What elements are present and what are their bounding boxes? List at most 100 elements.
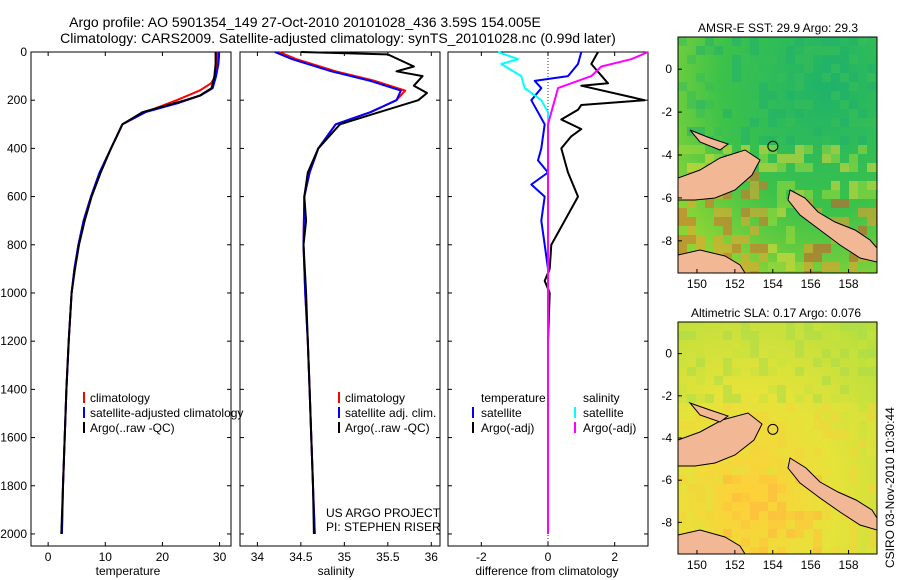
- heatmap-cell: [768, 520, 777, 529]
- heatmap-cell: [678, 511, 687, 520]
- heatmap-cell: [849, 82, 858, 91]
- heatmap-cell: [759, 91, 768, 100]
- heatmap-cell: [840, 349, 849, 358]
- heatmap-cell: [705, 199, 714, 208]
- heatmap-cell: [732, 475, 741, 484]
- legend-label-temp-argo: Argo(-adj): [481, 421, 534, 435]
- heatmap-cell: [795, 340, 804, 349]
- heatmap-cell: [777, 262, 786, 271]
- heatmap-cell: [795, 37, 804, 46]
- heatmap-cell: [759, 394, 768, 403]
- heatmap-cell: [849, 475, 858, 484]
- sst-landmass-south: [678, 249, 746, 273]
- heatmap-cell: [867, 64, 876, 73]
- heatmap-cell: [741, 466, 750, 475]
- heatmap-cell: [714, 376, 723, 385]
- heatmap-cell: [867, 208, 876, 217]
- heatmap-cell: [759, 136, 768, 145]
- heatmap-cell: [849, 403, 858, 412]
- heatmap-cell: [750, 64, 759, 73]
- heatmap-cell: [723, 457, 732, 466]
- heatmap-cell: [696, 100, 705, 109]
- heatmap-cell: [822, 91, 831, 100]
- legend-label-satellite: satellite adj. clim.: [345, 406, 436, 420]
- heatmap-cell: [741, 322, 750, 331]
- heatmap-cell: [804, 253, 813, 262]
- heatmap-cell: [840, 82, 849, 91]
- heatmap-cell: [813, 253, 822, 262]
- heatmap-cell: [867, 367, 876, 376]
- heatmap-cell: [705, 502, 714, 511]
- heatmap-cell: [867, 331, 876, 340]
- heatmap-cell: [795, 82, 804, 91]
- heatmap-cell: [768, 493, 777, 502]
- heatmap-cell: [723, 403, 732, 412]
- heatmap-cell: [822, 547, 831, 554]
- heatmap-cell: [795, 520, 804, 529]
- heatmap-cell: [867, 430, 876, 439]
- heatmap-cell: [714, 127, 723, 136]
- heatmap-cell: [732, 394, 741, 403]
- heatmap-cell: [804, 430, 813, 439]
- heatmap-cell: [804, 262, 813, 271]
- heatmap-cell: [813, 82, 822, 91]
- heatmap-cell: [840, 376, 849, 385]
- heatmap-cell: [714, 46, 723, 55]
- salinity-panel-frame: [239, 51, 441, 547]
- heatmap-cell: [804, 163, 813, 172]
- heatmap-cell: [696, 358, 705, 367]
- heatmap-cell: [822, 145, 831, 154]
- heatmap-cell: [696, 244, 705, 253]
- heatmap-cell: [687, 55, 696, 64]
- heatmap-cell: [849, 109, 858, 118]
- heatmap-cell: [678, 394, 687, 403]
- depth-tick-label: 800: [7, 238, 27, 252]
- heatmap-cell: [831, 349, 840, 358]
- heatmap-cell: [768, 349, 777, 358]
- heatmap-cell: [723, 109, 732, 118]
- heatmap-cell: [705, 511, 714, 520]
- sst-map-title: AMSR-E SST: 29.9 Argo: 29.3: [698, 21, 858, 35]
- heatmap-cell: [678, 475, 687, 484]
- heatmap-cell: [732, 64, 741, 73]
- heatmap-cell: [723, 367, 732, 376]
- heatmap-cell: [831, 46, 840, 55]
- heatmap-cell: [786, 322, 795, 331]
- sla-map-axes: 150 152 154 156 158 -8 -6 -4 -2 0: [661, 347, 859, 572]
- heatmap-cell: [804, 511, 813, 520]
- heatmap-cell: [750, 340, 759, 349]
- heatmap-cell: [849, 100, 858, 109]
- lon-tick-label: 158: [839, 558, 859, 572]
- heatmap-cell: [750, 547, 759, 554]
- heatmap-cell: [759, 244, 768, 253]
- heatmap-cell: [750, 46, 759, 55]
- heatmap-cell: [822, 154, 831, 163]
- heatmap-cell: [777, 430, 786, 439]
- heatmap-cell: [831, 547, 840, 554]
- heatmap-cell: [723, 358, 732, 367]
- heatmap-cell: [849, 448, 858, 457]
- heatmap-cell: [822, 376, 831, 385]
- heatmap-cell: [714, 244, 723, 253]
- salinity-legend: climatology satellite adj. clim. Argo(..…: [338, 391, 436, 435]
- heatmap-cell: [849, 412, 858, 421]
- heatmap-cell: [786, 262, 795, 271]
- heatmap-cell: [732, 466, 741, 475]
- heatmap-cell: [696, 394, 705, 403]
- heatmap-cell: [858, 394, 867, 403]
- heatmap-cell: [714, 208, 723, 217]
- heatmap-cell: [840, 100, 849, 109]
- heatmap-cell: [777, 73, 786, 82]
- heatmap-cell: [858, 181, 867, 190]
- lat-tick-label: -6: [661, 473, 672, 487]
- heatmap-cell: [858, 190, 867, 199]
- heatmap-cell: [705, 37, 714, 46]
- x-tick-label: 36: [425, 550, 439, 564]
- heatmap-cell: [822, 529, 831, 538]
- heatmap-cell: [822, 46, 831, 55]
- heatmap-cell: [849, 154, 858, 163]
- heatmap-cell: [849, 358, 858, 367]
- heatmap-cell: [858, 367, 867, 376]
- heatmap-cell: [777, 358, 786, 367]
